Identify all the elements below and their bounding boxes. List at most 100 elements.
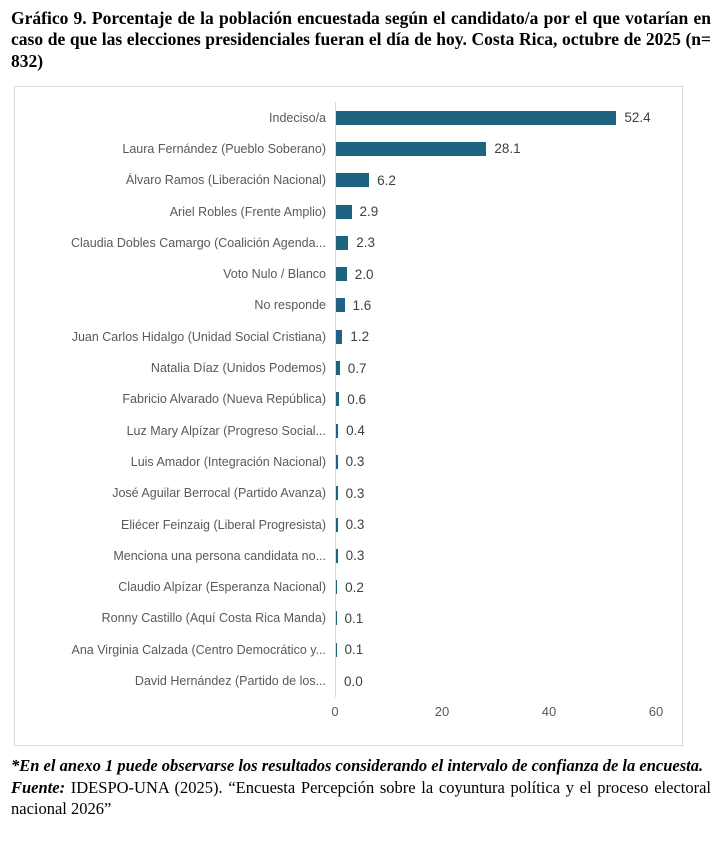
bar — [336, 486, 338, 501]
category-label: Eliécer Feinzaig (Liberal Progresista) — [121, 517, 326, 532]
category-label: Álvaro Ramos (Liberación Nacional) — [125, 173, 326, 188]
x-axis-tick: 20 — [434, 703, 450, 719]
bar-row: Menciona una persona candidata no... 0.3 — [15, 540, 682, 572]
value-label: 0.1 — [344, 642, 364, 658]
value-label: 0.1 — [344, 610, 364, 626]
value-label: 2.0 — [354, 266, 374, 282]
bar — [336, 423, 339, 438]
bar-rows: Indeciso/a 52.4 Laura Fernández (Pueblo So… — [15, 102, 682, 697]
value-label: 0.3 — [345, 517, 365, 533]
bar-row: Natalia Díaz (Unidos Podemos) 0.7 — [15, 352, 682, 384]
category-label: Luis Amador (Integración Nacional) — [130, 454, 326, 469]
bar — [336, 173, 370, 188]
value-label: 2.9 — [359, 204, 379, 220]
category-label: David Hernández (Partido de los... — [134, 674, 326, 689]
bar-row: Laura Fernández (Pueblo Soberano) 28.1 — [15, 133, 682, 165]
bar-row: Luis Amador (Integración Nacional) 0.3 — [15, 446, 682, 478]
bar — [336, 141, 487, 156]
value-label: 1.2 — [350, 329, 370, 345]
bar — [336, 110, 617, 125]
bar — [336, 454, 338, 469]
bar — [336, 392, 340, 407]
bar-cell: 52.4 — [335, 102, 682, 134]
bar-cell: 0.3 — [335, 477, 682, 509]
bar-row: Luz Mary Alpízar (Progreso Social... 0.4 — [15, 415, 682, 447]
value-label: 0.0 — [344, 673, 363, 689]
category-label: Ariel Robles (Frente Amplio) — [169, 204, 326, 219]
category-label: No responde — [254, 298, 326, 313]
category-label: Claudia Dobles Camargo (Coalición Agenda… — [70, 235, 326, 250]
chart-footer: *En el anexo 1 puede observarse los resu… — [11, 756, 711, 820]
footnote: *En el anexo 1 puede observarse los resu… — [11, 756, 704, 776]
value-label: 0.3 — [345, 548, 365, 564]
x-axis-tick: 40 — [541, 703, 557, 719]
bar-cell: 0.1 — [335, 602, 682, 635]
bar-row: Ariel Robles (Frente Amplio) 2.9 — [15, 195, 682, 228]
category-label: Menciona una persona candidata no... — [113, 548, 326, 563]
bar-row: Eliécer Feinzaig (Liberal Progresista) 0.… — [15, 508, 682, 541]
value-label: 0.2 — [345, 579, 364, 595]
bar-cell: 0.2 — [335, 571, 682, 603]
bar-row: Juan Carlos Hidalgo (Unidad Social Crist… — [15, 321, 682, 353]
bar — [336, 298, 345, 313]
bar-cell: 0.0 — [335, 665, 682, 697]
bar — [336, 548, 338, 563]
bar-cell: 2.9 — [335, 195, 682, 228]
source-label: Fuente: — [11, 777, 66, 797]
bar-row: Ronny Castillo (Aquí Costa Rica Manda) 0.… — [15, 602, 682, 635]
chart-frame: Indeciso/a 52.4 Laura Fernández (Pueblo So… — [14, 86, 683, 747]
x-axis-tick: 0 — [331, 703, 339, 719]
category-label: Fabricio Alvarado (Nueva República) — [122, 392, 326, 407]
bar-cell: 0.3 — [335, 540, 682, 572]
bar — [336, 361, 340, 376]
bar-cell: 2.3 — [335, 227, 682, 259]
bar-cell: 1.2 — [335, 321, 682, 353]
source-text: IDESPO-UNA (2025). “Encuesta Percepción … — [11, 777, 711, 818]
bar-row: David Hernández (Partido de los... 0.0 — [15, 665, 682, 697]
value-label: 0.3 — [345, 485, 365, 501]
value-label: 0.4 — [346, 423, 365, 439]
bar — [336, 580, 338, 595]
category-label: Laura Fernández (Pueblo Soberano) — [122, 141, 326, 156]
bar-cell: 0.6 — [335, 383, 682, 415]
value-label: 2.3 — [356, 235, 376, 251]
bar-row: Indeciso/a 52.4 — [15, 102, 682, 134]
bar-row: Fabricio Alvarado (Nueva República) 0.6 — [15, 383, 682, 415]
bar-row: No responde 1.6 — [15, 289, 682, 322]
bar-cell: 0.4 — [335, 415, 682, 447]
bar — [336, 235, 349, 250]
category-label: Voto Nulo / Blanco — [223, 267, 326, 282]
bar — [336, 517, 338, 532]
value-label: 0.6 — [347, 391, 366, 407]
category-label: José Aguilar Berrocal (Partido Avanza) — [112, 486, 326, 501]
bar — [336, 204, 352, 219]
bar-cell: 0.1 — [335, 634, 682, 666]
value-label: 0.3 — [345, 454, 365, 470]
value-label: 1.6 — [352, 297, 372, 313]
category-label: Juan Carlos Hidalgo (Unidad Social Crist… — [71, 329, 326, 344]
bar-cell: 0.3 — [335, 446, 682, 478]
bar-cell: 28.1 — [335, 133, 682, 165]
bar-cell: 1.6 — [335, 289, 682, 322]
category-label: Claudio Alpízar (Esperanza Nacional) — [118, 580, 326, 595]
category-label: Natalia Díaz (Unidos Podemos) — [150, 361, 326, 376]
source-line: Fuente: IDESPO-UNA (2025). “Encuesta Per… — [11, 778, 711, 820]
bar-cell: 2.0 — [335, 258, 682, 290]
bar-cell: 6.2 — [335, 164, 682, 196]
bar — [336, 642, 337, 657]
bar-cell: 0.7 — [335, 352, 682, 384]
value-label: 28.1 — [494, 141, 521, 157]
x-axis: 0 20 40 60 — [15, 704, 682, 720]
bar-row: José Aguilar Berrocal (Partido Avanza) 0.… — [15, 477, 682, 509]
x-axis-tick: 60 — [648, 703, 664, 719]
value-label: 0.7 — [347, 360, 367, 376]
bar-row: Ana Virginia Calzada (Centro Democrático… — [15, 634, 682, 666]
bar-cell: 0.3 — [335, 508, 682, 541]
bar-row: Voto Nulo / Blanco 2.0 — [15, 258, 682, 290]
category-label: Luz Mary Alpízar (Progreso Social... — [126, 423, 326, 438]
bar-row: Claudio Alpízar (Esperanza Nacional) 0.2 — [15, 571, 682, 603]
bar — [336, 267, 347, 282]
category-label: Indeciso/a — [269, 110, 326, 125]
bar-row: Álvaro Ramos (Liberación Nacional) 6.2 — [15, 164, 682, 196]
bar — [336, 611, 337, 626]
